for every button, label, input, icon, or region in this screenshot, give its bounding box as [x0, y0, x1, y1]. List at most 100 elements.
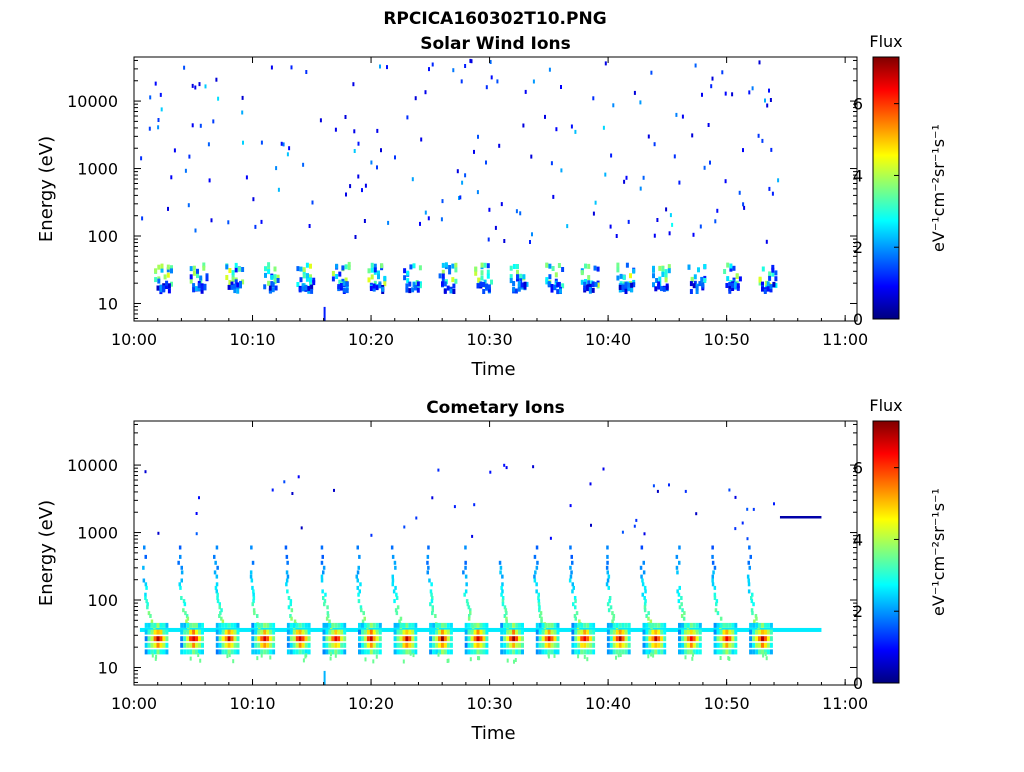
heatmap-cell — [623, 179, 626, 184]
heatmap-cell — [233, 642, 237, 648]
heatmap-cell — [680, 614, 684, 618]
heatmap-cell — [490, 279, 493, 285]
heatmap-cell — [344, 115, 347, 119]
heatmap-cell — [396, 642, 400, 648]
heatmap-cell — [632, 268, 636, 274]
heatmap-cell — [560, 85, 562, 89]
heatmap-cell — [589, 636, 593, 642]
heatmap-cell — [560, 168, 563, 173]
heatmap-cell — [286, 629, 290, 635]
heatmap-cell — [224, 629, 228, 635]
heatmap-cell — [375, 629, 379, 635]
heatmap-cell — [469, 58, 472, 63]
heatmap-cell — [769, 98, 772, 102]
heatmap-cell — [252, 197, 255, 202]
heatmap-cell — [393, 560, 397, 565]
heatmap-cell — [556, 629, 560, 635]
heatmap-cell — [553, 622, 557, 628]
heatmap-cell — [325, 629, 329, 635]
heatmap-cell — [361, 622, 364, 628]
heatmap-cell — [256, 614, 259, 618]
heatmap-cell — [512, 636, 516, 642]
heatmap-cell — [548, 67, 551, 72]
heatmap-cell — [612, 642, 616, 648]
heatmap-cell — [505, 616, 508, 621]
heatmap-cell — [337, 642, 341, 648]
heatmap-cell — [633, 90, 636, 95]
heatmap-cell — [387, 220, 390, 225]
heatmap-cell — [304, 622, 308, 628]
heatmap-cell — [215, 629, 219, 635]
heatmap-cell — [663, 629, 667, 635]
heatmap-cell — [268, 288, 272, 294]
heatmap-cell — [766, 622, 770, 628]
heatmap-cell — [470, 649, 474, 655]
colorbar-tick-label: 0 — [853, 310, 863, 329]
heatmap-cell — [165, 629, 169, 635]
heatmap-cell — [663, 636, 667, 642]
heatmap-cell — [618, 649, 622, 655]
heatmap-cell — [464, 560, 467, 565]
heatmap-cell — [359, 582, 362, 587]
heatmap-cell — [530, 154, 533, 159]
heatmap-cell — [159, 636, 163, 642]
heatmap-cell — [334, 636, 338, 642]
heatmap-cell — [503, 622, 507, 628]
heatmap-cell — [537, 602, 541, 607]
heatmap-cell — [568, 578, 572, 583]
heatmap-cell — [218, 642, 222, 648]
heatmap-cell — [678, 180, 681, 185]
heatmap-cell — [644, 589, 647, 594]
heatmap-cell — [143, 545, 146, 550]
heatmap-cell — [669, 213, 672, 218]
heatmap-cell — [509, 642, 513, 648]
heatmap-cell — [224, 636, 228, 642]
heatmap-cell — [405, 649, 409, 655]
heatmap-cell — [512, 622, 516, 628]
heatmap-cell — [236, 649, 240, 655]
heatmap-cell — [569, 545, 572, 550]
heatmap-cell — [405, 287, 409, 293]
heatmap-cell — [257, 622, 261, 628]
heatmap-cell — [627, 622, 631, 628]
x-tick-label: 10:00 — [111, 694, 157, 713]
heatmap-cell — [596, 266, 600, 272]
heatmap-cell — [571, 636, 575, 642]
heatmap-cell — [627, 636, 631, 642]
heatmap-cell — [144, 629, 148, 635]
heatmap-cell — [295, 649, 299, 655]
heatmap-cell — [583, 642, 587, 648]
heatmap-cell — [426, 570, 429, 575]
heatmap-cell — [522, 123, 525, 128]
heatmap-cell — [342, 287, 346, 293]
heatmap-cell — [736, 285, 740, 291]
heatmap-cell — [692, 649, 696, 655]
heatmap-cell — [486, 263, 490, 269]
heatmap-cell — [353, 129, 356, 134]
heatmap-cell — [462, 570, 465, 575]
heatmap-cell — [366, 629, 370, 635]
heatmap-cell — [468, 614, 471, 618]
heatmap-cell — [270, 65, 273, 70]
heatmap-cell — [186, 629, 190, 635]
heatmap-cell — [752, 629, 756, 635]
heatmap-cell — [159, 92, 162, 97]
plot-area — [134, 421, 857, 685]
heatmap-cell — [504, 608, 508, 613]
heatmap-cell — [777, 178, 780, 183]
heatmap-cell — [698, 622, 702, 628]
heatmap-cell — [162, 287, 166, 293]
heatmap-cell — [692, 642, 696, 648]
heatmap-cell — [428, 578, 431, 583]
heatmap-cell — [241, 110, 244, 115]
heatmap-cell — [153, 642, 157, 648]
heatmap-cell — [725, 642, 729, 648]
heatmap-cell — [550, 161, 553, 166]
heatmap-cell — [574, 636, 578, 642]
heatmap-cell — [524, 89, 527, 94]
heatmap-cell — [197, 653, 200, 657]
x-tick-label: 10:40 — [585, 694, 631, 713]
heatmap-cell — [645, 622, 649, 628]
heatmap-cell — [742, 202, 745, 207]
heatmap-cell — [570, 570, 573, 575]
